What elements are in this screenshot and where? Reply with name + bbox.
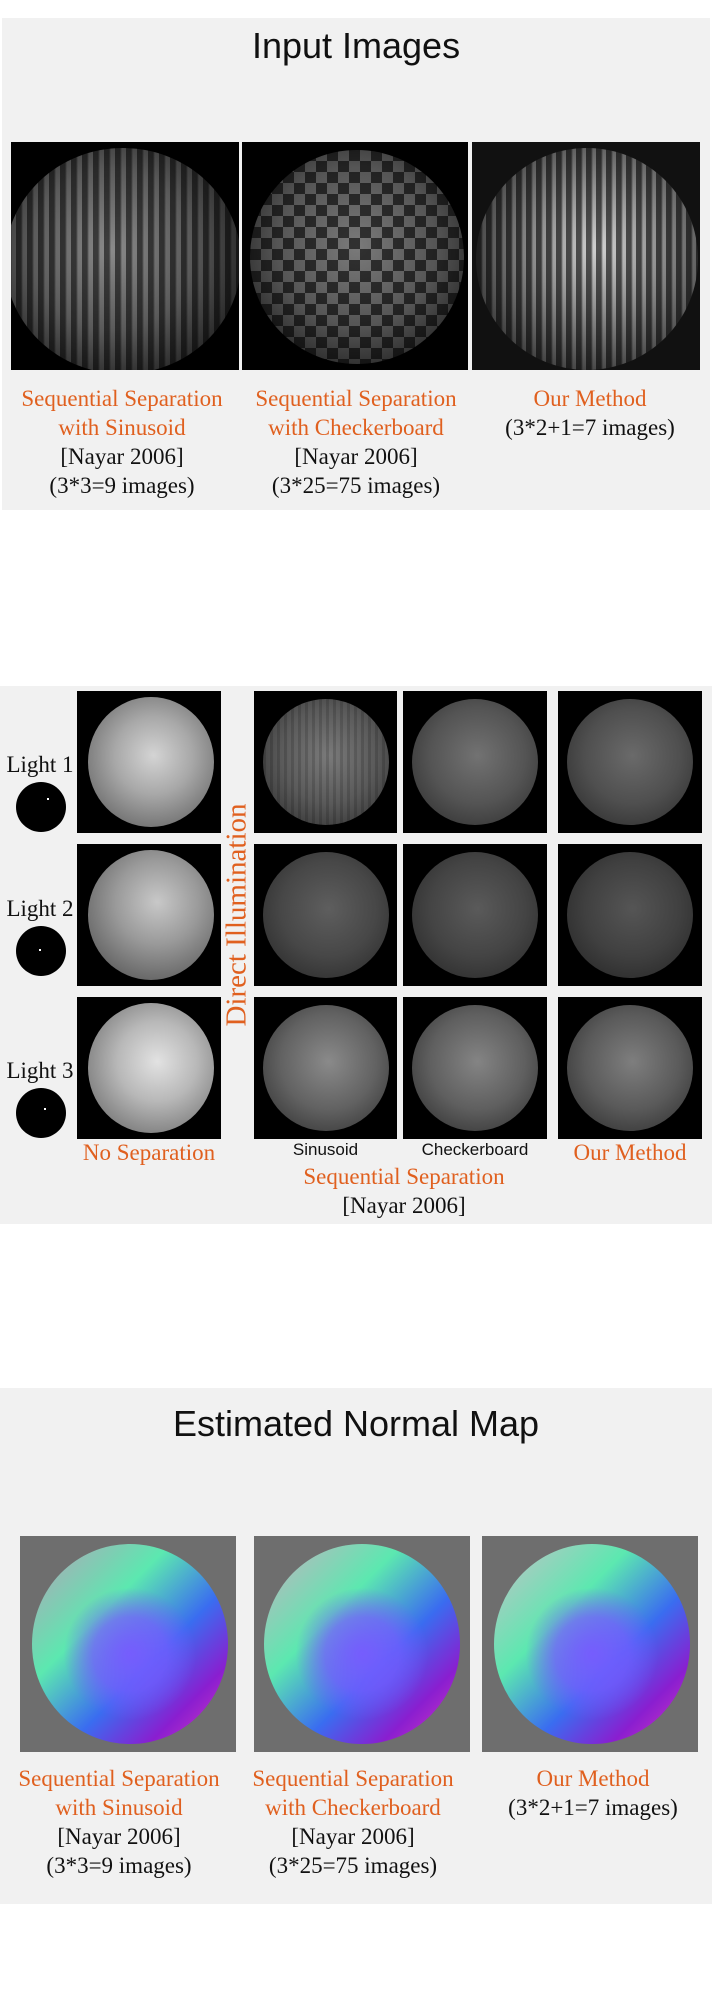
normal-caption-our-method: Our Method (3*2+1=7 images) [508,1766,678,1820]
input-caption-sinusoid: Sequential Separation with Sinusoid [Nay… [21,386,223,498]
normal-map-checkerboard [254,1536,470,1752]
our-method-light-3 [558,997,702,1139]
label-checkerboard: Checkerboard [421,1140,529,1159]
input-image-checkerboard [242,142,468,370]
light-2-icon [16,926,66,976]
normal-map-title: Estimated Normal Map [172,1403,540,1444]
sinusoid-light-3 [254,997,397,1139]
our-method-light-2 [558,844,702,986]
sinusoid-light-1 [254,691,397,833]
input-image-our-method [472,142,700,370]
label-sinusoid: Sinusoid [292,1140,359,1159]
no-separation-light-3 [77,997,221,1139]
checkerboard-light-1 [403,691,547,833]
row-label-light-3: Light 3 [6,1058,74,1083]
input-images-title: Input Images [251,25,461,66]
label-our-method: Our Method [573,1140,687,1165]
checkerboard-light-3 [403,997,547,1139]
label-nayar-2006: [Nayar 2006] [342,1193,466,1218]
input-caption-our-method: Our Method (3*2+1=7 images) [505,386,675,440]
input-image-sinusoid [11,142,239,370]
label-sequential-separation: Sequential Separation [303,1164,505,1189]
row-label-light-1: Light 1 [6,752,74,777]
light-3-icon [16,1088,66,1138]
label-no-separation: No Separation [82,1140,216,1165]
normal-caption-sinusoid: Sequential Separation with Sinusoid [Nay… [18,1766,220,1878]
normal-map-our-method [482,1536,698,1752]
direct-illumination-label: Direct Illumination [220,803,253,1027]
no-separation-light-2 [77,844,221,986]
checkerboard-light-2 [403,844,547,986]
no-separation-light-1 [77,691,221,833]
normal-map-sinusoid [20,1536,236,1752]
sinusoid-light-2 [254,844,397,986]
our-method-light-1 [558,691,702,833]
normal-caption-checkerboard: Sequential Separation with Checkerboard … [252,1766,454,1878]
light-1-icon [16,782,66,832]
input-caption-checkerboard: Sequential Separation with Checkerboard … [255,386,457,498]
row-label-light-2: Light 2 [6,896,74,921]
